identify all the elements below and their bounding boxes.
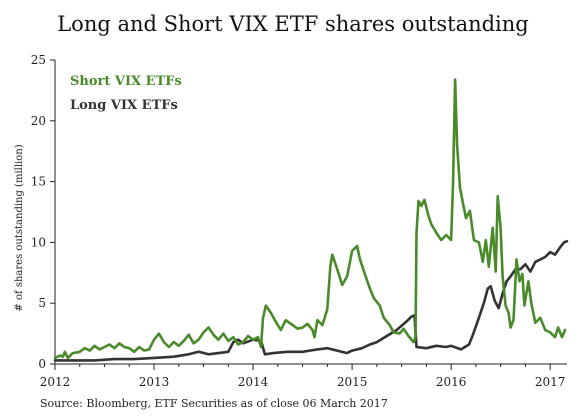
source-note: Source: Bloomberg, ETF Securities as of …: [40, 397, 388, 410]
x-tick-label: 2016: [436, 375, 467, 389]
y-tick-label: 10: [31, 235, 46, 249]
x-tick-label: 2015: [337, 375, 368, 389]
y-tick-label: 25: [31, 53, 46, 67]
y-ticks: 0 5 10 15 20 25: [31, 53, 55, 371]
legend-long-vix: Long VIX ETFs: [70, 98, 178, 113]
series-group: [53, 78, 569, 362]
y-tick-label: 20: [31, 114, 46, 128]
y-tick-label: 15: [31, 175, 46, 189]
x-tick-label: 2014: [238, 375, 269, 389]
y-axis-label: # of shares outstanding (million): [14, 144, 25, 311]
x-tick-label: 2013: [139, 375, 170, 389]
x-tick-label: 2012: [40, 375, 71, 389]
y-tick-label: 5: [38, 296, 46, 310]
y-tick-label: 0: [38, 357, 46, 371]
x-tick-label: 2017: [535, 375, 566, 389]
x-ticks: 2012 2013 2014 2015 2016 2017: [40, 364, 566, 389]
legend-short-vix: Short VIX ETFs: [70, 74, 182, 89]
chart-title: Long and Short VIX ETF shares outstandin…: [57, 12, 529, 36]
short-vix-series-line: [53, 78, 567, 360]
